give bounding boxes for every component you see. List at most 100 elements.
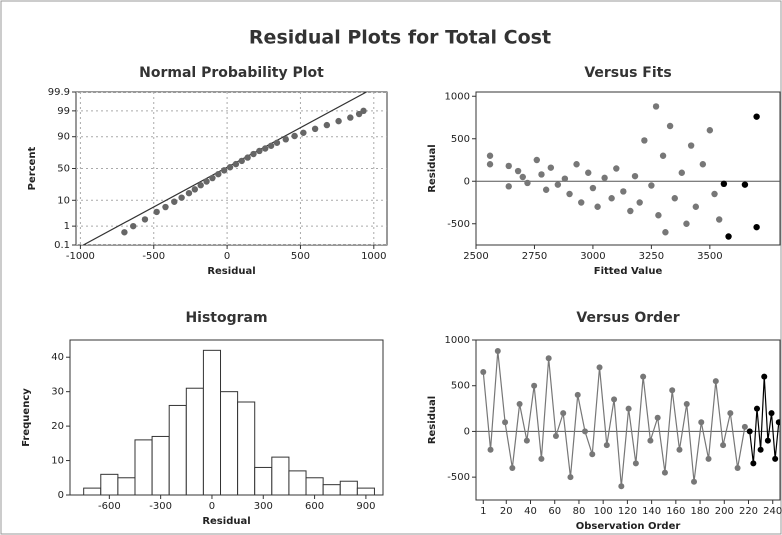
point <box>575 392 581 398</box>
x-tick-label: 3000 <box>580 251 605 262</box>
point <box>700 161 706 167</box>
point <box>524 180 530 186</box>
x-axis-label: Fitted Value <box>594 266 663 277</box>
x-tick-label: 80 <box>573 506 586 517</box>
point <box>520 174 526 180</box>
point <box>655 212 661 218</box>
bar <box>169 405 186 495</box>
x-tick-label: -1000 <box>66 251 95 262</box>
point <box>515 168 521 174</box>
point <box>517 401 523 407</box>
y-axis-label: Percent <box>27 146 38 190</box>
x-tick-label: 0 <box>224 251 230 262</box>
point <box>543 187 549 193</box>
point <box>655 415 661 421</box>
bar <box>203 350 220 495</box>
bar <box>186 388 203 495</box>
point <box>347 114 353 120</box>
point <box>162 204 168 210</box>
point <box>720 442 726 448</box>
y-tick-label: 0 <box>464 426 470 437</box>
point <box>553 433 559 439</box>
point <box>209 175 215 181</box>
point <box>291 133 297 139</box>
y-tick-label: -500 <box>447 472 470 483</box>
point <box>707 127 713 133</box>
point <box>735 465 741 471</box>
point <box>727 410 733 416</box>
point <box>566 191 572 197</box>
point <box>178 194 184 200</box>
point <box>192 186 198 192</box>
point <box>534 157 540 163</box>
point <box>239 158 245 164</box>
point <box>488 447 494 453</box>
point <box>582 428 588 434</box>
point <box>750 460 756 466</box>
point <box>250 151 256 157</box>
x-tick-label: 3500 <box>697 251 722 262</box>
point <box>633 460 639 466</box>
point <box>632 173 638 179</box>
point <box>548 164 554 170</box>
point <box>300 130 306 136</box>
point <box>662 229 668 235</box>
point <box>608 195 614 201</box>
point <box>613 165 619 171</box>
point <box>698 419 704 425</box>
point <box>604 442 610 448</box>
y-tick-label: 50 <box>57 164 70 175</box>
y-axis-label: Frequency <box>21 388 32 447</box>
bar <box>272 457 289 495</box>
x-tick-label: 60 <box>548 506 561 517</box>
point <box>742 181 748 187</box>
point <box>480 369 486 375</box>
point <box>594 204 600 210</box>
y-tick-label: 1000 <box>445 335 470 346</box>
x-tick-label: 1000 <box>361 251 386 262</box>
y-tick-label: 0 <box>464 176 470 187</box>
panel-title: Normal Probability Plot <box>139 65 324 81</box>
point <box>660 153 666 159</box>
point <box>360 108 366 114</box>
point <box>585 170 591 176</box>
point <box>538 171 544 177</box>
point <box>487 153 493 159</box>
y-tick-label: 0.1 <box>54 240 70 251</box>
bar <box>323 485 340 495</box>
main-title: Residual Plots for Total Cost <box>249 27 551 49</box>
point <box>244 154 250 160</box>
point <box>274 140 280 146</box>
point <box>268 143 274 149</box>
point <box>747 428 753 434</box>
point <box>262 145 268 151</box>
x-tick-label: 600 <box>305 501 324 512</box>
point <box>509 465 515 471</box>
y-tick-label: 10 <box>57 195 70 206</box>
x-tick-label: -600 <box>98 501 121 512</box>
point <box>711 191 717 197</box>
x-tick-label: 100 <box>594 506 613 517</box>
point <box>578 199 584 205</box>
x-tick-label: 120 <box>618 506 637 517</box>
point <box>335 118 341 124</box>
point <box>716 216 722 222</box>
point <box>611 396 617 402</box>
point <box>233 161 239 167</box>
y-tick-label: -500 <box>447 219 470 230</box>
y-tick-label: 30 <box>51 387 64 398</box>
y-tick-label: 10 <box>51 456 64 467</box>
x-tick-label: 40 <box>524 506 537 517</box>
x-tick-label: 220 <box>739 506 758 517</box>
y-tick-label: 1 <box>64 221 70 232</box>
bar <box>118 478 135 495</box>
point <box>538 456 544 462</box>
x-tick-label: 160 <box>666 506 685 517</box>
point <box>506 163 512 169</box>
point <box>669 387 675 393</box>
point <box>691 479 697 485</box>
point <box>706 456 712 462</box>
point <box>753 224 759 230</box>
point <box>636 199 642 205</box>
point <box>761 374 767 380</box>
